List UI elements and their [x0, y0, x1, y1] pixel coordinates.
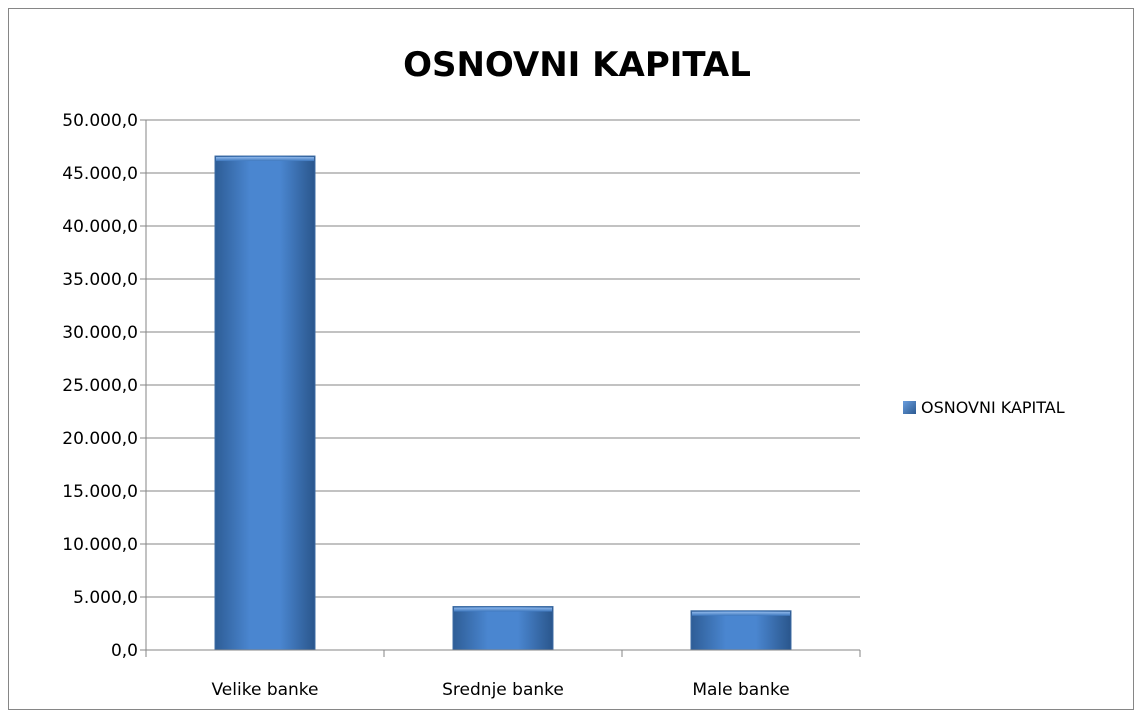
y-tick-label: 20.000,0 — [62, 429, 138, 449]
y-tick-label: 5.000,0 — [73, 588, 138, 608]
x-category-label: Srednje banke — [442, 680, 564, 700]
y-axis-tick-labels: 0,0 5.000,0 10.000,0 15.000,0 20.000,0 25.000… — [62, 111, 138, 661]
y-tick-label: 40.000,0 — [62, 217, 138, 237]
y-tick-label: 30.000,0 — [62, 323, 138, 343]
y-tick-label: 10.000,0 — [62, 535, 138, 555]
y-tick-label: 15.000,0 — [62, 482, 138, 502]
bar — [690, 610, 792, 651]
bars — [214, 155, 792, 651]
y-tick-label: 25.000,0 — [62, 376, 138, 396]
y-tick-label: 45.000,0 — [62, 164, 138, 184]
x-category-label: Male banke — [692, 680, 789, 700]
chart-frame — [8, 8, 1134, 710]
legend-entry-osnovni-kapital: OSNOVNI KAPITAL — [921, 398, 1065, 417]
bar — [214, 155, 316, 651]
y-tick-label: 0,0 — [111, 641, 138, 661]
x-category-label: Velike banke — [212, 680, 319, 700]
x-axis-category-labels: Velike banke Srednje banke Male banke — [212, 680, 790, 700]
bar-body — [452, 606, 554, 651]
axes — [145, 120, 861, 657]
y-tick-label: 50.000,0 — [62, 111, 138, 131]
y-tick-label: 35.000,0 — [62, 270, 138, 290]
legend: OSNOVNI KAPITAL — [903, 398, 1065, 417]
chart-title: OSNOVNI KAPITAL — [403, 45, 751, 85]
bar-top-highlight — [454, 607, 552, 612]
bar-body — [690, 610, 792, 651]
legend-swatch — [903, 401, 916, 414]
bar-top-highlight — [216, 157, 314, 162]
bar — [452, 606, 554, 651]
bar-top-highlight — [692, 611, 790, 616]
bar-body — [214, 155, 316, 651]
